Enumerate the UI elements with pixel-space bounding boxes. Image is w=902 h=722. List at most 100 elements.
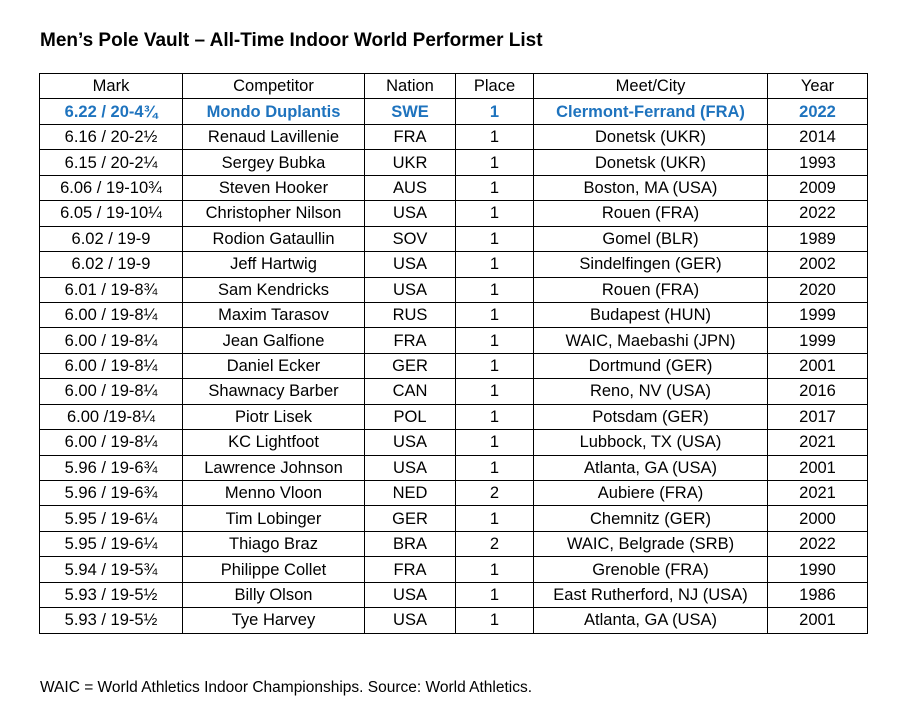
mark-cell: 6.00 / 19-8¼ [39,352,183,380]
place-cell: 1 [455,200,534,227]
nation-cell: GER [364,505,456,532]
table-row: 5.96 / 19-6¾ Lawrence Johnson USA 1 Atlanta,… [39,454,868,482]
table-row: 6.06 / 19-10¾ Steven Hooker AUS 1 Boston, MA… [39,174,868,202]
nation-cell: USA [364,276,456,303]
column-header: Competitor [182,72,365,100]
footnote: WAIC = World Athletics Indoor Championsh… [40,679,533,696]
year-cell: 1993 [767,149,868,176]
nation-cell: CAN [364,378,456,405]
place-cell: 1 [455,301,534,329]
table-row: 5.93 / 19-5½ Tye Harvey USA 1 Atlanta, GA (U… [39,607,868,634]
table-row: 5.95 / 19-6¼ Tim Lobinger GER 1 Chemnitz (GE… [39,505,868,532]
competitor-cell: Renaud Lavillenie [182,123,365,151]
competitor-cell: Mondo Duplantis [182,98,365,125]
nation-cell: GER [364,352,456,380]
meet-city-cell: Reno, NV (USA) [533,378,768,405]
table-header-row: Mark Competitor Nation Place Meet/City Y… [39,72,868,100]
place-cell: 1 [455,556,534,583]
mark-cell: 6.16 / 20-2½ [39,123,183,151]
year-cell: 1999 [767,301,868,329]
year-cell: 2021 [767,479,868,507]
year-cell: 2021 [767,429,868,456]
mark-cell: 6.00 / 19-8¼ [39,301,183,329]
place-cell: 1 [455,251,534,278]
performer-table: Mark Competitor Nation Place Meet/City Y… [39,72,868,634]
year-cell: 2009 [767,174,868,202]
competitor-cell: KC Lightfoot [182,429,365,456]
column-header: Place [455,72,534,100]
mark-cell: 5.93 / 19-5½ [39,581,183,609]
year-cell: 2001 [767,454,868,482]
competitor-cell: Thiago Braz [182,530,365,558]
nation-cell: USA [364,581,456,609]
place-cell: 1 [455,429,534,456]
meet-city-cell: Budapest (HUN) [533,301,768,329]
mark-cell: 6.15 / 20-2¼ [39,149,183,176]
year-cell: 1990 [767,556,868,583]
competitor-cell: Tye Harvey [182,607,365,634]
table-row: 6.15 / 20-2¼ Sergey Bubka UKR 1 Donetsk (UKR… [39,149,868,176]
competitor-cell: Philippe Collet [182,556,365,583]
competitor-cell: Piotr Lisek [182,403,365,431]
place-cell: 1 [455,123,534,151]
column-header: Mark [39,72,183,100]
year-cell: 2000 [767,505,868,532]
meet-city-cell: Aubiere (FRA) [533,479,768,507]
year-cell: 2017 [767,403,868,431]
year-cell: 2020 [767,276,868,303]
table-row: 6.00 / 19-8¼ KC Lightfoot USA 1 Lubbock, TX … [39,429,868,456]
meet-city-cell: Atlanta, GA (USA) [533,454,768,482]
competitor-cell: Jean Galfione [182,327,365,354]
competitor-cell: Tim Lobinger [182,505,365,532]
column-header: Year [767,72,868,100]
table-row: 5.95 / 19-6¼ Thiago Braz BRA 2 WAIC, Belgrad… [39,530,868,558]
mark-cell: 6.00 / 19-8¼ [39,378,183,405]
mark-cell: 5.96 / 19-6¾ [39,454,183,482]
competitor-cell: Menno Vloon [182,479,365,507]
meet-city-cell: Chemnitz (GER) [533,505,768,532]
meet-city-cell: Donetsk (UKR) [533,123,768,151]
place-cell: 1 [455,403,534,431]
meet-city-cell: Atlanta, GA (USA) [533,607,768,634]
nation-cell: UKR [364,149,456,176]
mark-cell: 6.00 /19-8¼ [39,403,183,431]
table-row: 5.94 / 19-5¾ Philippe Collet FRA 1 Grenoble … [39,556,868,583]
nation-cell: RUS [364,301,456,329]
table-row: 6.00 / 19-8¼ Maxim Tarasov RUS 1 Budapest (H… [39,301,868,329]
place-cell: 1 [455,505,534,532]
mark-cell: 6.02 / 19-9 [39,251,183,278]
place-cell: 2 [455,479,534,507]
table-row: 5.96 / 19-6¾ Menno Vloon NED 2 Aubiere (FRA)… [39,479,868,507]
page-title: Men’s Pole Vault – All-Time Indoor World… [40,30,543,51]
column-header: Nation [364,72,456,100]
meet-city-cell: WAIC, Maebashi (JPN) [533,327,768,354]
competitor-cell: Steven Hooker [182,174,365,202]
meet-city-cell: Lubbock, TX (USA) [533,429,768,456]
year-cell: 2022 [767,200,868,227]
nation-cell: USA [364,251,456,278]
mark-cell: 6.02 / 19-9 [39,225,183,253]
table-row: 6.00 / 19-8¼ Daniel Ecker GER 1 Dortmund (GE… [39,352,868,380]
meet-city-cell: Dortmund (GER) [533,352,768,380]
table-row: 5.93 / 19-5½ Billy Olson USA 1 East Rutherfo… [39,581,868,609]
table-row: 6.00 /19-8¼ Piotr Lisek POL 1 Potsdam (GER) 2… [39,403,868,431]
place-cell: 1 [455,378,534,405]
competitor-cell: Rodion Gataullin [182,225,365,253]
competitor-cell: Shawnacy Barber [182,378,365,405]
nation-cell: BRA [364,530,456,558]
year-cell: 1986 [767,581,868,609]
place-cell: 1 [455,174,534,202]
mark-cell: 5.94 / 19-5¾ [39,556,183,583]
competitor-cell: Lawrence Johnson [182,454,365,482]
mark-cell: 5.93 / 19-5½ [39,607,183,634]
mark-cell: 6.22 / 20-4¾ [39,98,183,125]
nation-cell: USA [364,429,456,456]
place-cell: 1 [455,352,534,380]
table-row: 6.05 / 19-10¼ Christopher Nilson USA 1 Rouen… [39,200,868,227]
table-row: 6.00 / 19-8¼ Jean Galfione FRA 1 WAIC, Maeba… [39,327,868,354]
table-row: 6.02 / 19-9 Rodion Gataullin SOV 1 Gomel (BL… [39,225,868,253]
year-cell: 2001 [767,352,868,380]
place-cell: 1 [455,225,534,253]
place-cell: 1 [455,276,534,303]
mark-cell: 5.95 / 19-6¼ [39,530,183,558]
